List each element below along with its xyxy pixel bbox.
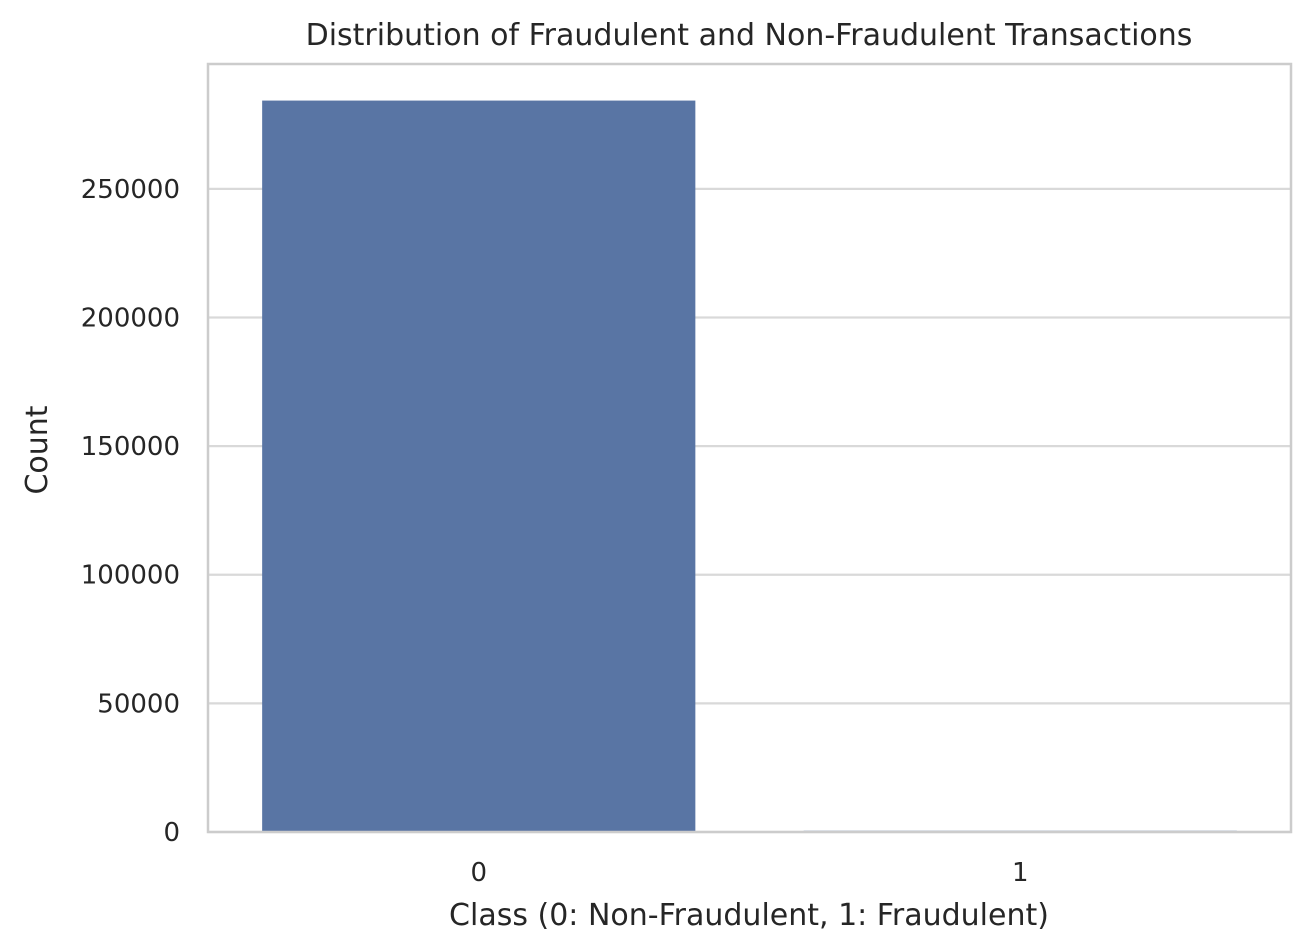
- y-tick-label: 200000: [81, 303, 180, 333]
- y-tick-label: 150000: [81, 432, 180, 462]
- x-axis-label: Class (0: Non-Fraudulent, 1: Fraudulent): [449, 898, 1049, 933]
- y-axis-label: Count: [20, 405, 55, 494]
- bar-class-0: [262, 100, 696, 833]
- y-tick-label: 250000: [81, 175, 180, 205]
- y-tick-labels: 0 50000 100000 150000 200000 250000: [81, 175, 180, 848]
- y-tick-label: 50000: [97, 689, 180, 719]
- bars: [262, 100, 1237, 833]
- chart-title: Distribution of Fraudulent and Non-Fraud…: [306, 18, 1193, 53]
- x-tick-label: 1: [1012, 858, 1029, 888]
- y-tick-label: 100000: [81, 561, 180, 591]
- y-tick-label: 0: [163, 818, 180, 848]
- plot-frame: [206, 62, 1293, 834]
- x-tick-label: 0: [470, 858, 487, 888]
